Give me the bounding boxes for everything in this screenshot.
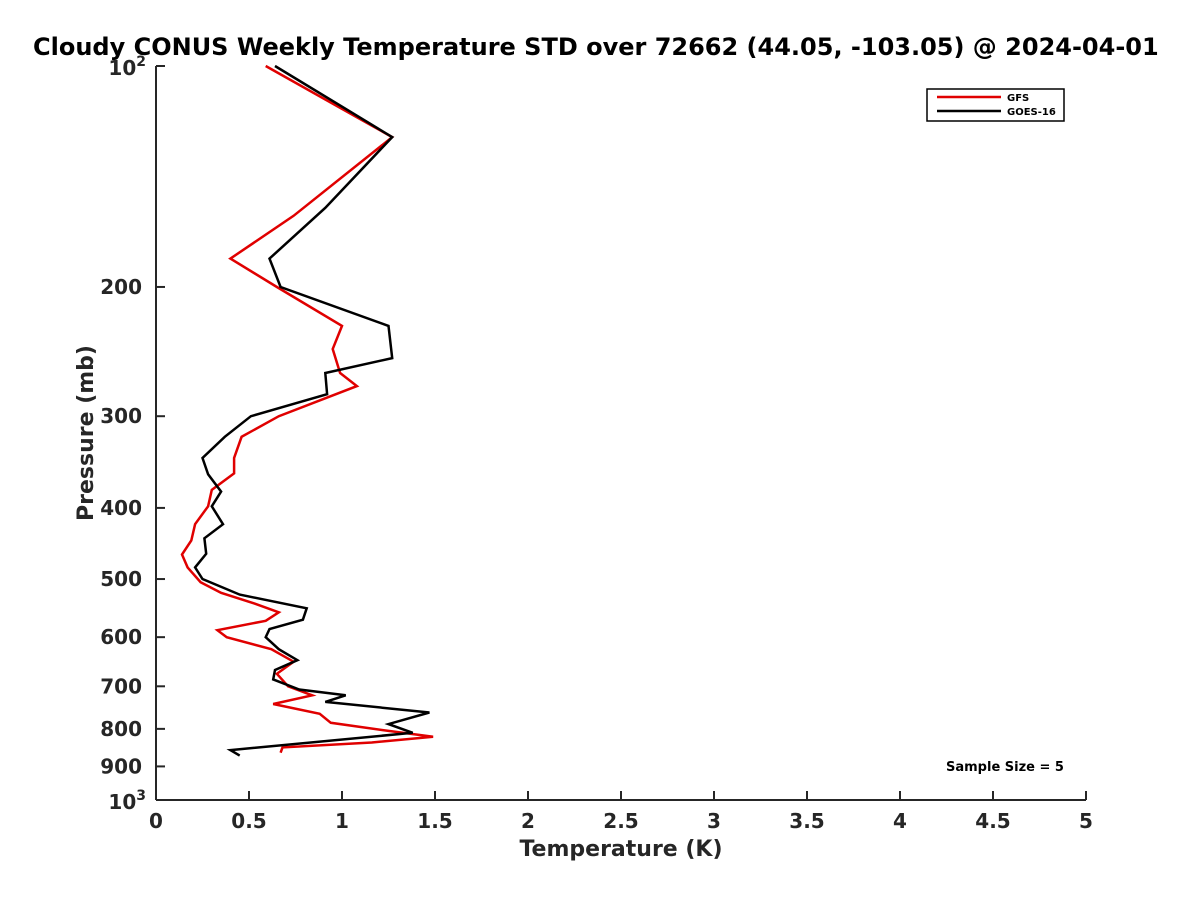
y-tick-label-exponent: 2 (136, 54, 146, 70)
y-axis-label: Pressure (mb) (74, 345, 99, 521)
legend-label-gfs: GFS (1007, 93, 1029, 104)
y-tick-label: 800 (100, 717, 142, 741)
x-tick-label: 4.5 (975, 809, 1010, 833)
y-tick-label: 102 (108, 54, 146, 80)
series-line-gfs (180, 64, 434, 754)
legend-box (926, 88, 1065, 122)
plot-area: 0 0.5 1 1.5 2 2.5 3 3.5 4 4.5 5 102200300400500600… (100, 54, 1093, 833)
x-tick-label: 3 (707, 809, 721, 833)
x-tick-label: 5 (1079, 809, 1093, 833)
legend-label-goes16: GOES-16 (1007, 107, 1056, 118)
x-ticks: 0 0.5 1 1.5 2 2.5 3 3.5 4 4.5 5 (149, 791, 1093, 833)
x-tick-label: 2.5 (603, 809, 638, 833)
x-tick-label: 3.5 (789, 809, 824, 833)
y-tick-label: 200 (100, 275, 142, 299)
y-tick-label: 600 (100, 625, 142, 649)
series-line-goes16 (193, 64, 430, 757)
y-tick-label-base: 10 (108, 56, 136, 80)
x-tick-label: 2 (521, 809, 535, 833)
plot-frame (156, 66, 1086, 800)
y-tick-label-base: 10 (108, 790, 136, 814)
y-tick-label: 400 (100, 496, 142, 520)
chart-title: Cloudy CONUS Weekly Temperature STD over… (33, 33, 1159, 61)
y-tick-label: 700 (100, 674, 142, 698)
y-tick-label: 300 (100, 404, 142, 428)
legend: GFS GOES-16 (926, 88, 1065, 122)
y-tick-label-exponent: 3 (136, 788, 146, 804)
x-axis-label: Temperature (K) (519, 837, 722, 862)
series-layer (180, 64, 434, 757)
y-tick-label: 103 (108, 788, 146, 814)
sample-size-annotation: Sample Size = 5 (946, 760, 1064, 775)
x-tick-label: 4 (893, 809, 907, 833)
x-tick-label: 0.5 (231, 809, 266, 833)
y-tick-label: 900 (100, 754, 142, 778)
x-tick-label: 1.5 (417, 809, 452, 833)
x-tick-label: 0 (149, 809, 163, 833)
y-tick-label: 500 (100, 567, 142, 591)
x-tick-label: 1 (335, 809, 349, 833)
